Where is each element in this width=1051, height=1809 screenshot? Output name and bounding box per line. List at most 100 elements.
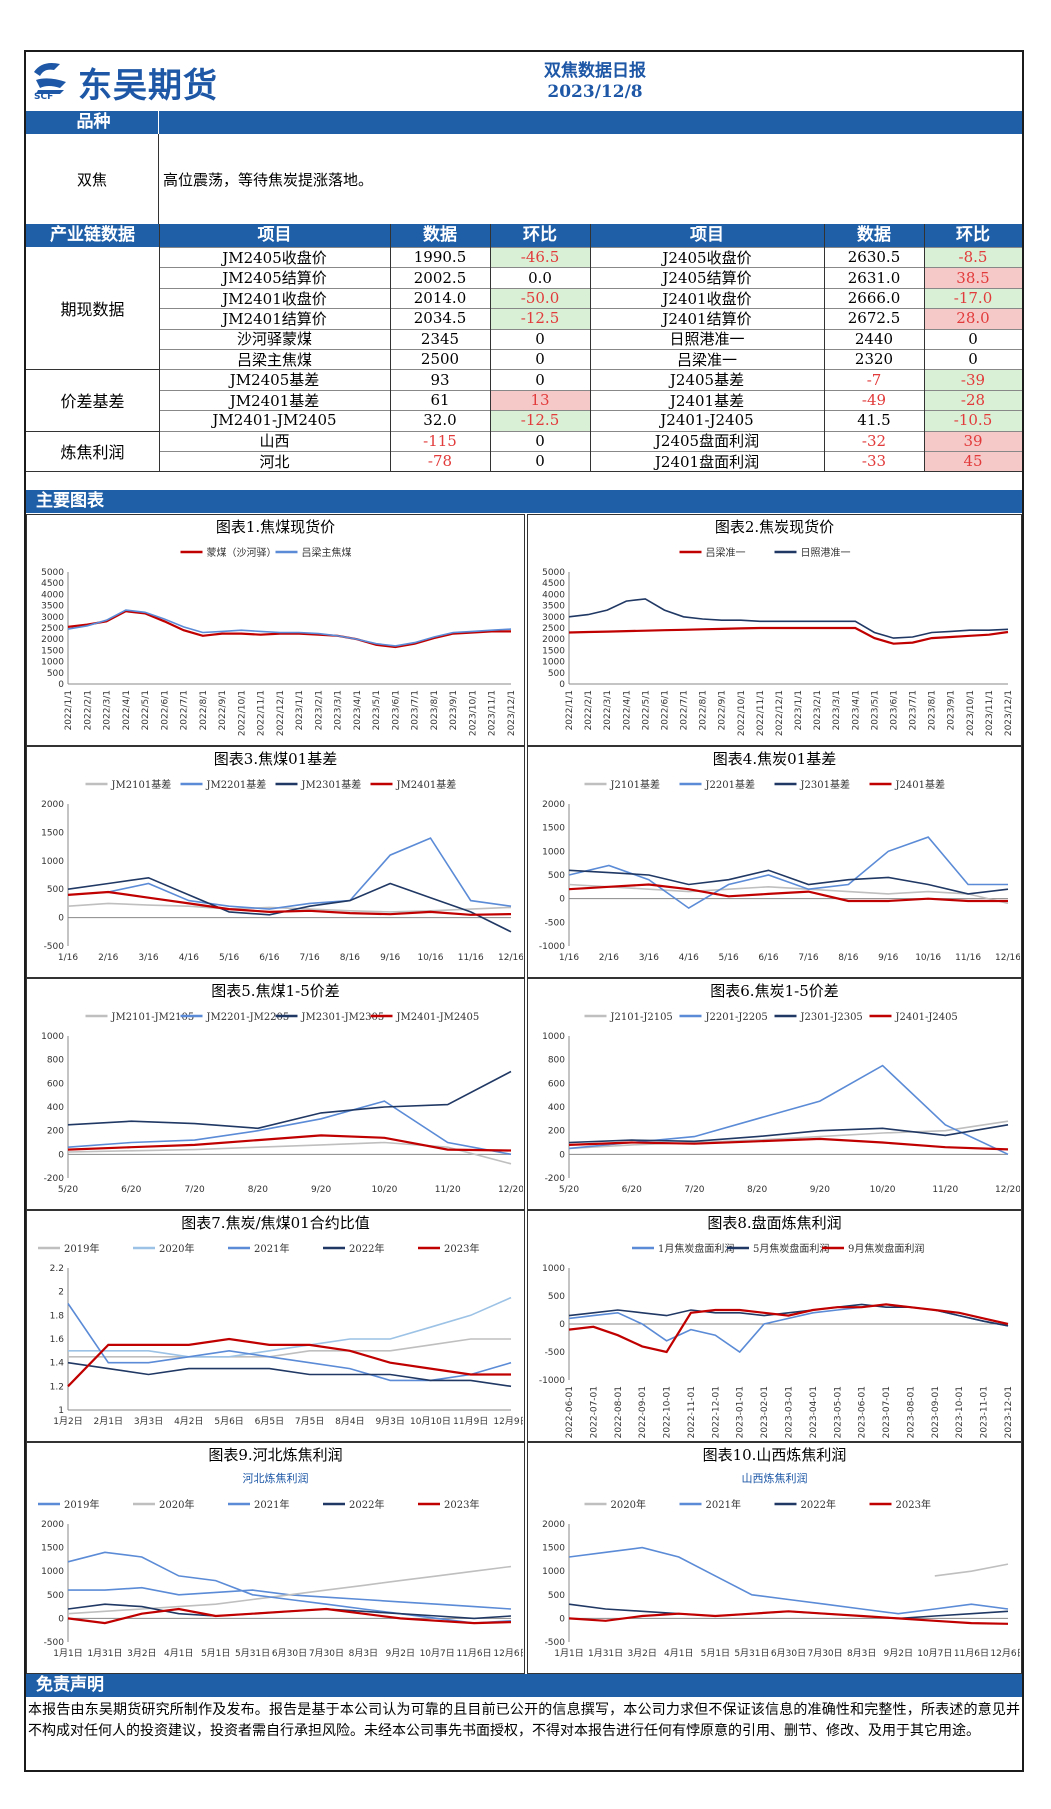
y-tick-label: -500 — [545, 1348, 566, 1358]
y-tick-label: 1000 — [542, 1264, 565, 1274]
x-tick-label: 2023/1/1 — [295, 690, 305, 730]
report-date: 2023/12/8 — [547, 82, 643, 102]
y-tick-label: 400 — [548, 1103, 565, 1113]
y-tick-label: 0 — [58, 1614, 64, 1624]
y-tick-label: 5000 — [41, 568, 64, 578]
x-tick-label: 2/16 — [98, 953, 118, 963]
series-line — [568, 1137, 1009, 1151]
x-tick-label: 5/16 — [719, 953, 739, 963]
chain-left-item: JM2401收盘价 — [222, 289, 327, 308]
legend-label: J2101基差 — [610, 778, 660, 791]
x-tick-label: 2023-12-01 — [1004, 1386, 1014, 1438]
series-line — [67, 1361, 512, 1388]
x-tick-label: 11月6日 — [954, 1648, 989, 1659]
x-tick-label: 2月1日 — [94, 1416, 123, 1427]
legend-label: JM2201基差 — [206, 778, 267, 791]
chain-right-change: 28.0 — [924, 308, 1022, 329]
y-tick-label: 1500 — [41, 646, 64, 656]
x-tick-label: 2022/4/1 — [622, 690, 632, 730]
y-tick-label: -500 — [545, 918, 566, 928]
series-line — [568, 883, 1009, 905]
chain-col-header: 环比 — [956, 225, 990, 245]
chain-right-item: J2405收盘价 — [662, 248, 752, 267]
chain-left-item: JM2401基差 — [229, 391, 320, 410]
chain-right-item: J2401收盘价 — [662, 289, 752, 308]
x-tick-label: 1月31日 — [87, 1648, 122, 1659]
x-tick-label: 8月3日 — [349, 1648, 378, 1659]
x-tick-label: 2022/12/1 — [775, 690, 785, 736]
x-tick-label: 2023/11/1 — [985, 690, 995, 736]
chain-right-item: J2401结算价 — [662, 309, 752, 328]
chain-left-value: 2014.0 — [413, 288, 467, 307]
x-tick-label: 2023/10/1 — [468, 690, 478, 736]
x-tick-label: 2023/9/1 — [947, 690, 957, 730]
y-tick-label: 2 — [58, 1288, 64, 1298]
x-tick-label: 2022/3/1 — [103, 690, 113, 730]
chain-left-value: 93 — [430, 370, 450, 389]
x-tick-label: 2022/8/1 — [199, 690, 209, 730]
y-tick-label: 1000 — [542, 847, 565, 857]
x-tick-label: 9/16 — [380, 953, 400, 963]
x-tick-label: 2022/8/1 — [699, 690, 709, 730]
y-tick-label: 1.8 — [50, 1311, 65, 1321]
x-tick-label: 2022/10/1 — [237, 690, 247, 736]
y-tick-label: 1.6 — [50, 1335, 65, 1345]
x-tick-label: 2022-07-01 — [589, 1386, 599, 1438]
legend-label: J2201-J2205 — [705, 1012, 768, 1023]
x-tick-label: 3月3日 — [134, 1416, 163, 1427]
series-line — [568, 1546, 1009, 1615]
chain-right-item: 吕梁准一 — [676, 350, 737, 369]
chain-section-label: 产业链数据 — [50, 225, 135, 245]
x-tick-label: 2023/7/1 — [909, 690, 919, 730]
y-tick-label: 3000 — [41, 613, 64, 623]
x-tick-label: 1月1日 — [53, 1648, 82, 1659]
legend-label: 1月焦炭盘面利润 — [658, 1242, 734, 1255]
chain-col-header: 数据 — [857, 225, 891, 245]
y-tick-label: 0 — [58, 914, 64, 924]
chain-left-item: 山西 — [259, 432, 290, 451]
y-tick-label: 200 — [47, 1127, 64, 1137]
y-tick-label: 4000 — [41, 590, 64, 600]
chain-left-item: 吕梁主焦煤 — [236, 350, 312, 369]
x-tick-label: 4/16 — [679, 953, 699, 963]
chain-col-header: 项目 — [257, 225, 292, 245]
series-line — [568, 626, 1009, 645]
series-line — [67, 1134, 512, 1152]
chain-col-header: 环比 — [523, 225, 557, 245]
series-line — [67, 1337, 511, 1388]
legend-label: 2021年 — [706, 1498, 741, 1511]
series-line — [67, 1100, 512, 1156]
chain-left-value: 1990.5 — [413, 248, 467, 267]
x-tick-label: 2023-11-01 — [980, 1386, 990, 1438]
chain-left-value: -78 — [427, 452, 453, 471]
x-tick-label: 7月5日 — [295, 1416, 324, 1427]
chart-subtitle: 河北炼焦利润 — [243, 1471, 309, 1485]
y-tick-label: 2000 — [542, 800, 565, 810]
y-tick-label: -1000 — [539, 1376, 565, 1386]
chart-svg: 2019年 2020年 2021年 2022年 2023年 1 1.2 1.4 1.6 1.8 2 2… — [38, 1242, 523, 1427]
chain-left-value: 2002.5 — [413, 268, 467, 287]
x-tick-label: 2023-10-01 — [955, 1386, 965, 1438]
x-tick-label: 8月3日 — [847, 1648, 876, 1659]
x-tick-label: 2022/7/1 — [680, 690, 690, 730]
x-tick-label: 4月2日 — [174, 1416, 203, 1427]
series-line — [568, 598, 1009, 639]
legend-label: 吕梁准一 — [706, 546, 746, 559]
x-tick-label: 8/16 — [838, 953, 858, 963]
y-tick-label: 500 — [548, 1292, 565, 1302]
chain-right-change: 39 — [924, 430, 1022, 451]
chain-left-change: -46.5 — [490, 247, 590, 268]
legend-label: 2021年 — [254, 1242, 289, 1255]
y-tick-label: -500 — [44, 1638, 65, 1648]
chain-right-value: -7 — [866, 370, 882, 389]
x-tick-label: 12/16 — [995, 953, 1020, 963]
x-tick-label: 2022/1/1 — [64, 690, 74, 730]
chart-panel — [26, 1442, 525, 1674]
x-tick-label: 2023-02-01 — [760, 1386, 770, 1438]
y-tick-label: -200 — [545, 1174, 566, 1184]
x-tick-label: 1/16 — [58, 953, 78, 963]
x-tick-label: 2022/10/1 — [737, 690, 747, 736]
x-tick-label: 4月1日 — [164, 1648, 193, 1659]
y-tick-label: 1000 — [41, 857, 64, 867]
legend-label: 2022年 — [349, 1242, 384, 1255]
